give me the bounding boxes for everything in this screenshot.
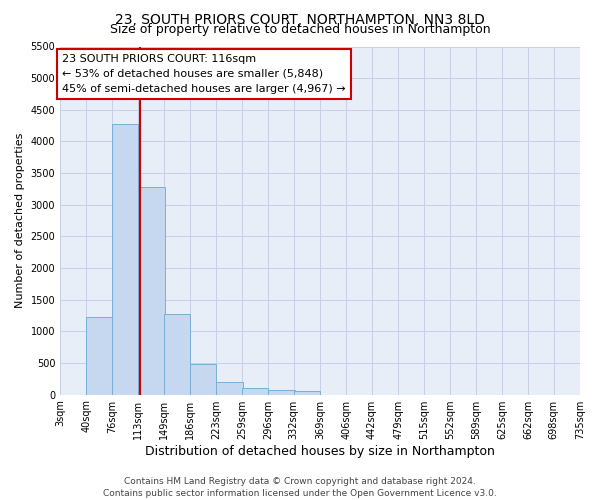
Text: 23 SOUTH PRIORS COURT: 116sqm
← 53% of detached houses are smaller (5,848)
45% o: 23 SOUTH PRIORS COURT: 116sqm ← 53% of d…	[62, 54, 346, 94]
Bar	[112, 124, 138, 394]
Bar	[217, 382, 242, 394]
Bar	[268, 390, 295, 394]
Y-axis label: Number of detached properties: Number of detached properties	[15, 133, 25, 308]
Bar	[86, 316, 113, 394]
X-axis label: Distribution of detached houses by size in Northampton: Distribution of detached houses by size …	[145, 444, 495, 458]
Bar	[138, 187, 164, 394]
Text: Contains HM Land Registry data © Crown copyright and database right 2024.
Contai: Contains HM Land Registry data © Crown c…	[103, 476, 497, 498]
Bar	[164, 314, 190, 394]
Bar	[242, 388, 268, 394]
Text: Size of property relative to detached houses in Northampton: Size of property relative to detached ho…	[110, 22, 490, 36]
Bar	[190, 364, 217, 394]
Text: 23, SOUTH PRIORS COURT, NORTHAMPTON, NN3 8LD: 23, SOUTH PRIORS COURT, NORTHAMPTON, NN3…	[115, 12, 485, 26]
Bar	[294, 391, 320, 394]
